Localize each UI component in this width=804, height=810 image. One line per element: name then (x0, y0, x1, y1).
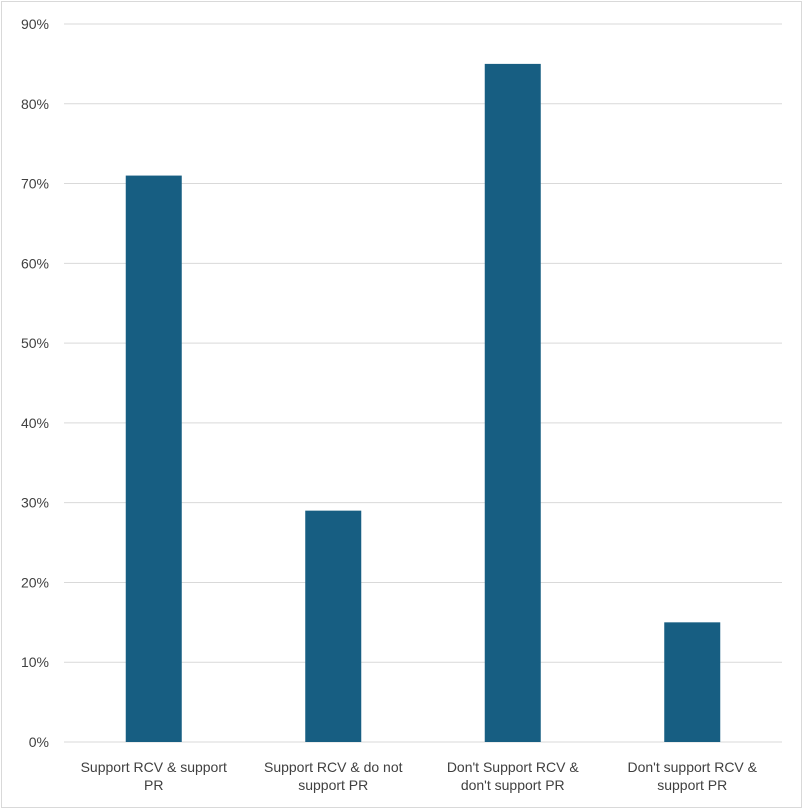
category-label: Don't support RCV & (627, 759, 757, 775)
category-label: Don't Support RCV & (447, 759, 580, 775)
y-tick-label: 30% (21, 495, 49, 511)
y-tick-label: 10% (21, 654, 49, 670)
category-label: Support RCV & do not (264, 759, 403, 775)
category-label: PR (144, 777, 163, 793)
bar-1 (125, 175, 182, 743)
category-label: don't support PR (461, 777, 565, 793)
y-tick-label: 0% (29, 734, 49, 750)
bar-3 (484, 63, 541, 742)
y-tick-label: 20% (21, 574, 49, 590)
y-tick-label: 90% (21, 16, 49, 32)
gridlines (64, 23, 782, 743)
y-tick-label: 40% (21, 415, 49, 431)
y-axis-tick-labels: 0% 10% 20% 30% 40% 50% 60% 70% 80% 90% (21, 16, 49, 750)
category-label: Support RCV & support (81, 759, 227, 775)
y-tick-label: 70% (21, 176, 49, 192)
y-tick-label: 80% (21, 96, 49, 112)
y-tick-label: 50% (21, 335, 49, 351)
x-axis-category-labels: Support RCV & support PR Support RCV & do … (81, 759, 758, 793)
bar-2 (305, 510, 362, 742)
y-tick-label: 60% (21, 255, 49, 271)
category-label: support PR (657, 777, 727, 793)
category-label: support PR (298, 777, 368, 793)
bar-4 (664, 622, 721, 742)
bars (125, 63, 721, 743)
